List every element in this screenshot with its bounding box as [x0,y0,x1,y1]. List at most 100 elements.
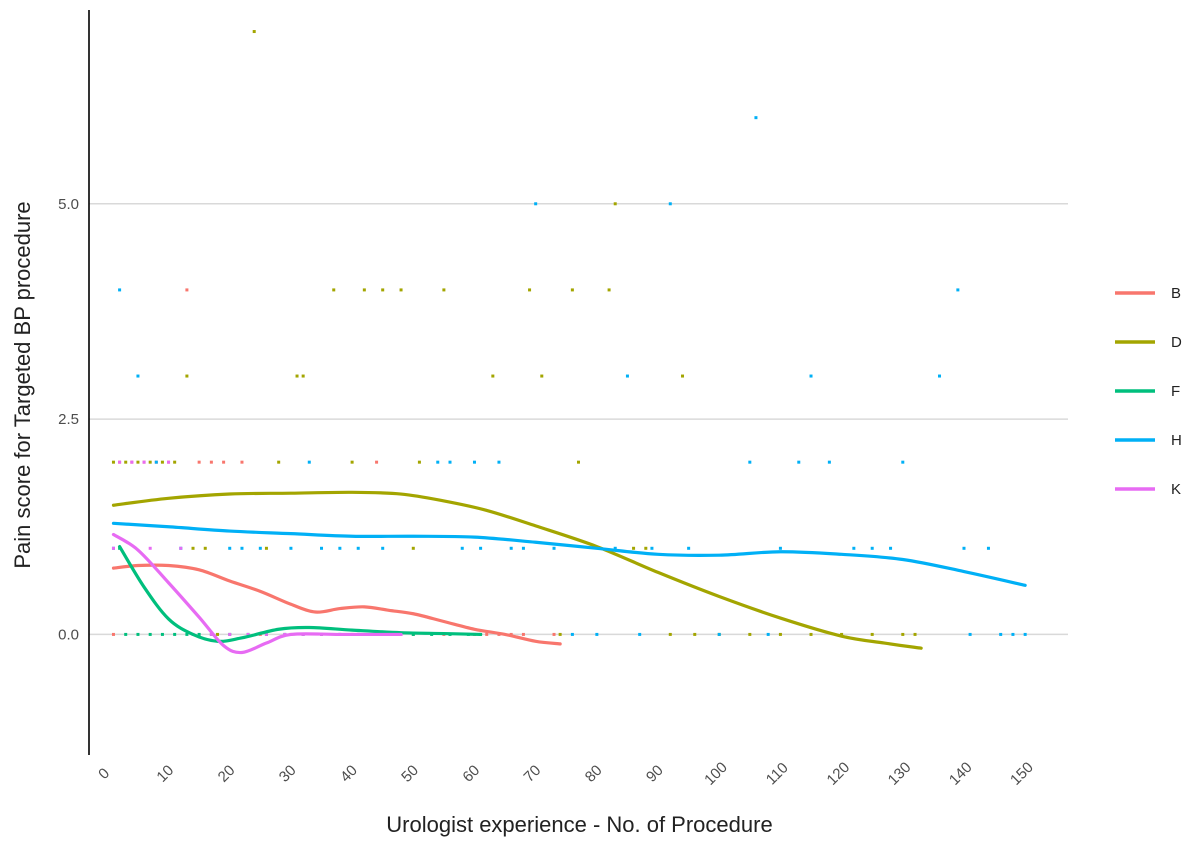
data-point [246,632,250,636]
data-point [870,632,874,636]
legend-label-D: D [1171,334,1182,351]
data-point [148,632,152,636]
data-point [472,460,476,464]
grid-lines [89,203,1068,636]
data-point [240,546,244,550]
x-tick-label: 30 [276,762,300,786]
data-point [154,460,158,464]
data-point [142,460,146,464]
data-point [173,632,177,636]
data-point [625,374,629,378]
data-point [264,546,268,550]
data-point [215,632,219,636]
data-point [173,460,177,464]
data-point [160,632,164,636]
data-point [693,632,697,636]
smooth-line-K [111,532,403,655]
data-point [521,546,525,550]
data-point [852,546,856,550]
y-axis-title: Pain score for Targeted BP procedure [10,201,35,568]
data-point [148,546,152,550]
data-point [185,374,189,378]
data-point [968,632,972,636]
data-point [136,374,140,378]
data-point [185,288,189,292]
data-point [687,546,691,550]
data-point [570,632,574,636]
data-point [118,460,122,464]
data-point [607,288,611,292]
data-point [840,632,844,636]
data-point [540,374,544,378]
data-point [1023,632,1027,636]
data-point [1011,632,1015,636]
data-point [436,460,440,464]
data-point [448,460,452,464]
data-point [638,632,642,636]
data-point [497,460,501,464]
data-point [901,632,905,636]
data-point [222,460,226,464]
data-point [228,546,232,550]
data-point [613,202,617,206]
data-point [197,632,201,636]
data-point [301,374,305,378]
x-tick-label: 80 [582,762,606,786]
data-point [778,546,782,550]
data-point [748,460,752,464]
data-point [179,546,183,550]
data-point [277,460,281,464]
data-point [209,460,213,464]
smooth-line-B [111,563,562,646]
x-tick-label: 0 [95,765,113,783]
smooth-line-H [111,521,1027,587]
legend-label-K: K [1171,481,1181,498]
data-point [332,288,336,292]
x-tick-label: 70 [521,762,545,786]
data-point [986,546,990,550]
data-point [148,460,152,464]
data-point [264,632,268,636]
legend-label-F: F [1171,383,1180,400]
data-point [956,288,960,292]
data-point [381,546,385,550]
data-point [552,632,556,636]
data-point [375,460,379,464]
data-point [552,546,556,550]
x-tick-label: 20 [215,762,239,786]
data-point [668,632,672,636]
data-point [124,632,128,636]
data-point [570,288,574,292]
smooth-line-F [117,544,483,644]
data-point [411,546,415,550]
data-point [356,546,360,550]
data-point [118,288,122,292]
legend: B D F H K [1115,285,1182,498]
data-point [362,288,366,292]
y-tick-label: 0.0 [58,626,79,643]
data-point [681,374,685,378]
x-tick-label: 120 [824,759,854,789]
data-point [485,632,489,636]
smooth-lines [111,490,1027,655]
data-point [595,632,599,636]
data-point [111,460,115,464]
data-point [252,30,256,34]
x-tick-label: 140 [946,759,976,789]
data-point [111,546,115,550]
data-point [809,632,813,636]
data-point [111,632,115,636]
x-tick-label: 100 [701,759,731,789]
data-point [191,546,195,550]
y-tick-label: 5.0 [58,196,79,213]
y-tick-labels: 0.0 2.5 5.0 [58,196,79,644]
data-point [185,632,189,636]
x-tick-label: 10 [153,762,177,786]
data-point [613,546,617,550]
data-point [644,546,648,550]
data-point [509,546,513,550]
data-point [754,116,758,120]
data-point [766,632,770,636]
x-tick-labels: 0 10 20 30 40 50 60 70 80 90 100 110 120 130 140 150 [95,759,1037,789]
data-point [240,460,244,464]
